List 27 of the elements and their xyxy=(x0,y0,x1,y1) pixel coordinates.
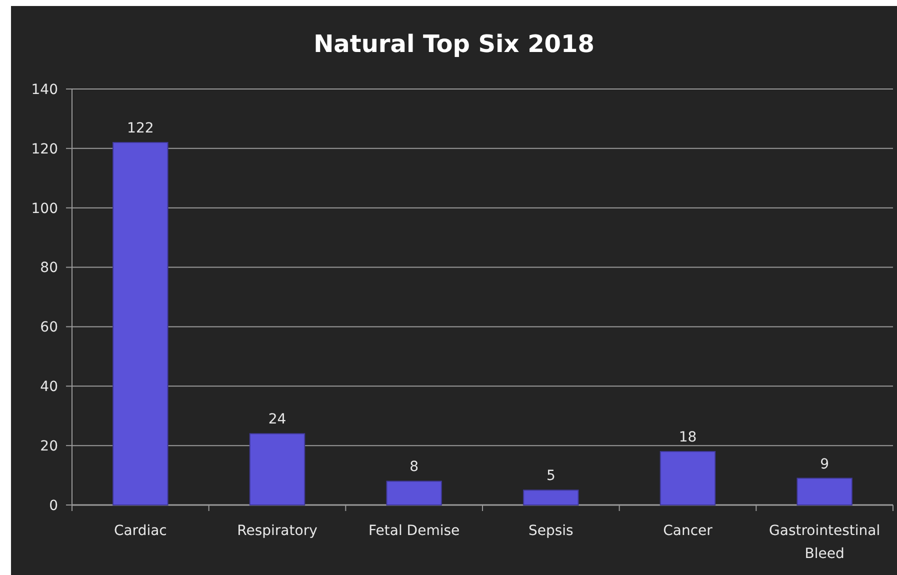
chart-title: Natural Top Six 2018 xyxy=(314,30,594,58)
bar xyxy=(112,142,168,506)
data-label: 9 xyxy=(820,456,830,472)
bar xyxy=(523,490,579,506)
data-label: 24 xyxy=(268,412,286,428)
y-tick-label: 40 xyxy=(40,379,58,396)
data-label: 18 xyxy=(678,430,697,446)
y-tick-label: 0 xyxy=(49,498,58,514)
bar xyxy=(660,451,716,506)
x-tick-label: Fetal Demise xyxy=(368,523,460,539)
bar xyxy=(386,480,442,506)
x-tick-label: Cardiac xyxy=(114,523,167,539)
x-tick-label: Gastrointestinal Bleed xyxy=(769,523,880,562)
data-label: 5 xyxy=(546,468,556,484)
data-label: 8 xyxy=(410,459,419,476)
bar xyxy=(796,478,852,506)
bar xyxy=(249,433,306,506)
y-tick-label: 20 xyxy=(40,438,58,454)
x-tick-label: Sepsis xyxy=(528,523,574,539)
x-tick-label: Respiratory xyxy=(237,523,318,539)
y-tick-label: 100 xyxy=(31,200,58,217)
y-tick-label: 120 xyxy=(31,141,58,158)
x-tick-label: Cancer xyxy=(663,523,713,539)
y-tick-label: 140 xyxy=(31,82,58,98)
y-tick-label: 80 xyxy=(40,260,58,276)
y-tick-label: 60 xyxy=(40,320,58,336)
data-label: 122 xyxy=(127,120,154,136)
